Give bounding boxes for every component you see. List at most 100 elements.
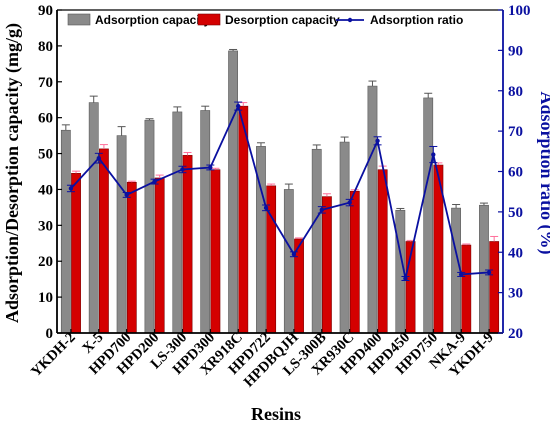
bar-adsorption-XR918C — [228, 50, 238, 334]
ratio-point-YKDH-2 — [66, 184, 75, 193]
ratio-point-HPD300 — [206, 164, 215, 171]
y2-tick-label: 90 — [508, 43, 523, 59]
bar-desorption-X-5 — [99, 148, 109, 334]
y-axis-title: Adsorption/Desorption capacity (mg/g) — [2, 23, 23, 323]
y-tick-label: 80 — [38, 39, 53, 55]
legend: Adsorption capacity Desorption capacity … — [67, 13, 463, 27]
ratio-marker — [431, 152, 436, 157]
ratio-marker — [180, 167, 185, 172]
error-bar-adsorption-HPD750 — [424, 92, 433, 98]
bar-adsorption-XR930C — [339, 141, 350, 334]
ratio-point-HPDBQJH — [289, 251, 298, 258]
ratio-point-HPD722 — [262, 204, 271, 212]
error-bar-adsorption-X-5 — [89, 95, 98, 103]
error-bar-adsorption-HPD450 — [396, 207, 405, 211]
bar-desorption-HPD400 — [377, 169, 388, 334]
error-bar-adsorption-HPD400 — [368, 80, 377, 87]
ratio-marker — [319, 207, 325, 213]
bar-desorption-YKDH-9 — [489, 241, 500, 334]
error-bar-desorption-LS-300B — [322, 193, 331, 197]
error-bar-desorption-LS-300 — [183, 151, 192, 156]
ratio-marker — [263, 205, 269, 211]
legend-label-ratio: Adsorption ratio — [370, 13, 463, 27]
ratio-point-YKDH-9 — [485, 269, 494, 276]
bar-adsorption-LS-300 — [172, 111, 183, 334]
bar-adsorption-HPD750 — [423, 97, 434, 334]
bar-desorption-YKDH-2 — [71, 172, 81, 334]
ratio-point-HPD450 — [401, 275, 410, 282]
bar-desorption-HPD300 — [210, 169, 221, 334]
bar-adsorption-HPD700 — [116, 135, 127, 334]
bar-adsorption-YKDH-2 — [60, 129, 71, 334]
error-bar-adsorption-HPD200 — [145, 118, 154, 121]
y2-tick-label: 30 — [508, 286, 523, 302]
y2-tick-label: 80 — [508, 84, 523, 100]
legend-swatch-desorption — [197, 13, 221, 26]
ratio-marker — [458, 272, 464, 277]
bar-desorption-XR918C — [238, 105, 249, 334]
legend-label-adsorption: Adsorption capacity — [95, 13, 211, 27]
ratio-marker — [486, 270, 492, 275]
ratio-point-LS-300B — [317, 206, 326, 214]
y-tick-label: 10 — [38, 290, 53, 306]
error-bar-adsorption-HPD300 — [201, 105, 210, 111]
y-tick-label: 90 — [38, 3, 53, 19]
error-bar-adsorption-XR930C — [340, 136, 349, 143]
error-bar-adsorption-YKDH-9 — [479, 202, 488, 206]
error-bar-adsorption-YKDH-2 — [61, 124, 70, 131]
ratio-point-XR930C — [345, 198, 354, 207]
ratio-marker — [152, 179, 157, 184]
ratio-marker — [347, 200, 352, 205]
y-tick-label: 30 — [38, 218, 53, 234]
ratio-line — [70, 103, 490, 279]
error-bar-desorption-YKDH-9 — [490, 235, 499, 242]
error-bar-adsorption-LS-300 — [173, 106, 182, 112]
ratio-point-HPD400 — [373, 136, 382, 146]
ratio-point-NKA-9 — [457, 271, 466, 277]
error-bar-desorption-HPDBQJH — [295, 237, 304, 239]
ratio-marker — [291, 252, 297, 257]
y2-tick-label: 20 — [508, 326, 523, 342]
error-bar-adsorption-LS-300B — [312, 144, 321, 150]
bar-desorption-XR930C — [349, 190, 360, 334]
y2-tick-label: 50 — [508, 205, 523, 221]
error-bar-desorption-YKDH-2 — [72, 170, 81, 174]
error-bar-desorption-HPD300 — [211, 167, 220, 170]
y-tick-label: 0 — [46, 326, 54, 342]
ratio-marker — [96, 155, 102, 161]
bar-desorption-NKA-9 — [461, 244, 472, 334]
error-bar-adsorption-HPD700 — [117, 126, 126, 136]
ratio-point-HPD700 — [122, 191, 131, 198]
legend-label-desorption: Desorption capacity — [225, 13, 340, 27]
ratio-marker — [235, 103, 241, 109]
error-bar-desorption-XR918C — [239, 102, 248, 107]
ratio-point-HPD200 — [150, 178, 159, 185]
error-bar-desorption-NKA-9 — [462, 243, 471, 246]
bar-desorption-HPDBQJH — [294, 238, 304, 334]
bar-adsorption-HPD300 — [200, 110, 211, 334]
ratio-marker — [124, 192, 129, 198]
ratio-point-HPD750 — [429, 145, 438, 164]
x-axis-title: Resins — [251, 404, 301, 424]
bar-desorption-LS-300 — [182, 155, 193, 334]
y-tick-label: 70 — [38, 75, 53, 91]
y-tick-label: 50 — [38, 147, 53, 163]
y2-tick-label: 70 — [508, 124, 523, 140]
ratio-marker — [208, 165, 213, 170]
ratio-point-X-5 — [94, 152, 103, 164]
error-bar-desorption-HPD700 — [127, 180, 136, 183]
error-bar-adsorption-HPDBQJH — [284, 183, 293, 190]
legend-marker-ratio — [347, 17, 353, 23]
x-tick-label: YKDH-2 — [28, 330, 79, 381]
error-bar-desorption-X-5 — [99, 144, 108, 149]
error-bar-adsorption-XR918C — [229, 48, 238, 51]
y2-tick-label: 100 — [508, 3, 531, 19]
bar-desorption-HPD700 — [126, 181, 137, 334]
y-tick-label: 20 — [38, 254, 53, 270]
error-bar-adsorption-HPD722 — [256, 142, 265, 147]
ratio-point-LS-300 — [178, 165, 187, 174]
bar-adsorption-HPD200 — [144, 119, 155, 334]
error-bar-desorption-HPD200 — [155, 174, 164, 178]
bar-adsorption-HPD400 — [367, 85, 378, 334]
